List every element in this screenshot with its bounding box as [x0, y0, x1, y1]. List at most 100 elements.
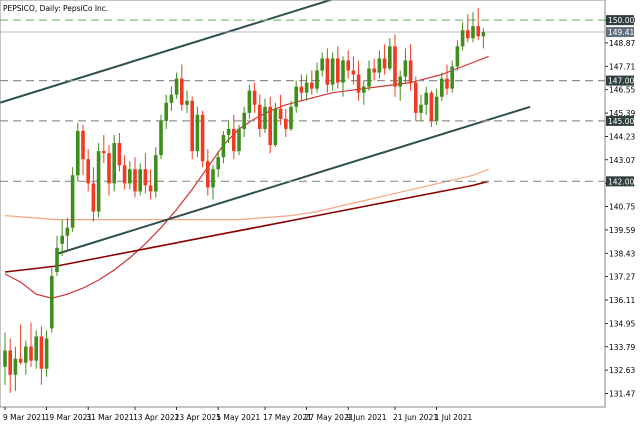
candle-body: [70, 175, 75, 228]
candle-body: [50, 276, 54, 329]
candle-body: [112, 143, 116, 184]
price-tick-label: 143.07: [609, 156, 635, 165]
candle-body: [476, 26, 480, 37]
price-tick-label: 136.11: [609, 296, 635, 305]
moving-average-line: [4, 180, 489, 273]
level-label: 147.00: [608, 77, 634, 86]
candle-body: [408, 60, 413, 83]
time-tick-label: 21 Jun 2021: [393, 413, 438, 422]
candle-body: [180, 78, 184, 105]
time-tick-label: 27 May 2021: [305, 413, 354, 422]
candle-body: [273, 108, 278, 146]
candle-body: [86, 159, 90, 184]
time-tick-label: 31 Mar 2021: [86, 413, 134, 422]
candle-body: [18, 358, 23, 363]
price-tick-label: 148.87: [609, 39, 635, 48]
candle-body: [44, 338, 49, 369]
candle-body: [278, 108, 283, 119]
candle-body: [148, 185, 153, 192]
candle-body: [237, 128, 241, 152]
candle-body: [310, 82, 314, 89]
candle-body: [91, 183, 96, 212]
candle-body: [382, 58, 387, 69]
candle-body: [460, 30, 465, 47]
candle-body: [450, 66, 454, 89]
candle-body: [356, 74, 361, 93]
candle-body: [377, 58, 382, 73]
trendline: [0, 0, 334, 104]
price-tick-label: 131.47: [609, 390, 635, 399]
price-tick-label: 137.27: [609, 273, 635, 282]
plot-frame: [0, 0, 606, 408]
level-label-box: [606, 75, 634, 86]
candle-body: [252, 90, 257, 105]
level-label: 150.00: [608, 16, 634, 25]
candles: [3, 8, 486, 393]
candle-body: [232, 128, 236, 152]
candle-body: [455, 46, 460, 67]
price-tick-label: 147.71: [609, 62, 635, 71]
candle-body: [336, 58, 340, 83]
candle-body: [367, 68, 371, 87]
time-tick-label: 9 Jun 2021: [346, 413, 387, 422]
candle-body: [216, 157, 220, 170]
candle-body: [258, 104, 262, 129]
candle-body: [107, 153, 111, 184]
candle-body: [320, 58, 324, 71]
moving-average-line: [4, 168, 489, 221]
horizontal-levels: [0, 19, 605, 182]
candle-body: [466, 30, 470, 39]
moving-averages: [4, 55, 489, 299]
time-tick-label: 5 May 2021: [216, 413, 260, 422]
level-label-box: [606, 15, 634, 26]
level-label-box: [606, 115, 634, 126]
price-tick-label: 144.23: [609, 132, 635, 141]
level-label: 142.00: [608, 177, 634, 186]
candle-body: [294, 86, 298, 107]
candle-body: [299, 86, 304, 93]
price-tick-label: 134.95: [609, 319, 635, 328]
level-label-box: [606, 176, 634, 187]
candle-body: [81, 130, 85, 160]
candle-body: [133, 169, 137, 192]
candle-body: [24, 346, 28, 363]
candle-body: [304, 82, 309, 93]
candle-body: [159, 120, 163, 156]
candle-body: [325, 58, 330, 85]
candle-body: [164, 102, 168, 121]
candle-body: [128, 169, 132, 184]
candle-body: [289, 106, 293, 129]
candle-body: [362, 86, 366, 93]
price-tick-label: 140.75: [609, 203, 635, 212]
candle-body: [346, 60, 350, 71]
candle-body: [419, 104, 423, 113]
time-tick-label: 1 Jul 2021: [435, 413, 473, 422]
candle-body: [122, 165, 127, 184]
candle-body: [211, 169, 215, 188]
price-tick-label: 145.39: [609, 109, 635, 118]
candle-body: [39, 336, 44, 369]
candle-body: [351, 70, 356, 75]
candle-body: [8, 350, 12, 375]
candle-body: [424, 92, 428, 105]
current-price-label: 149.41: [608, 28, 634, 37]
candle-body: [143, 169, 148, 186]
candle-body: [388, 46, 392, 69]
candle-body: [434, 96, 439, 121]
time-tick-label: 23 Apr 2021: [175, 413, 222, 422]
candle-body: [429, 92, 434, 121]
candle-body: [190, 100, 194, 152]
level-labels: 150.00 147.00 145.00 142.00 149.41: [606, 15, 634, 187]
candle-body: [117, 143, 122, 166]
candle-body: [200, 114, 205, 162]
time-tick-label: 17 May 2021: [263, 413, 312, 422]
candle-body: [403, 60, 408, 77]
candle-body: [393, 46, 397, 87]
candle-body: [471, 26, 475, 39]
candle-body: [60, 235, 64, 244]
candle-body: [445, 78, 449, 89]
candle-body: [65, 227, 70, 236]
candle-body: [169, 94, 174, 103]
